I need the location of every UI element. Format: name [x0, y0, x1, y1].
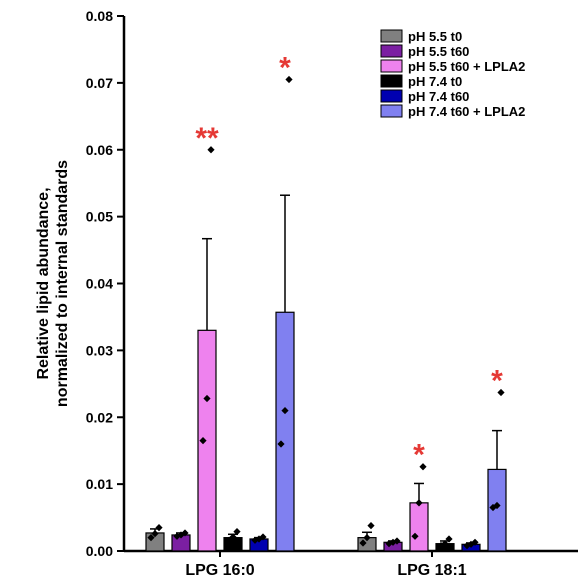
data-point [147, 534, 155, 542]
data-point [359, 539, 367, 547]
data-point [389, 538, 397, 546]
axes [122, 16, 578, 553]
data-point [493, 501, 501, 510]
category-labels: LPG 16:0 LPG 18:1 [185, 551, 467, 579]
legend-label: pH 7.4 t60 [408, 89, 469, 104]
y-axis-title-line: normalized to internal standards [54, 160, 71, 407]
significance-marker: * [279, 52, 291, 85]
legend-label: pH 5.5 t60 + LPLA2 [408, 59, 525, 74]
bar [487, 468, 507, 552]
data-point [181, 529, 189, 537]
data-point [225, 536, 233, 544]
data-points [147, 75, 505, 550]
data-point [415, 499, 423, 507]
data-point [207, 146, 215, 154]
significance-markers: ***** [195, 52, 503, 472]
y-tick-label: 0.06 [86, 142, 113, 158]
data-point [471, 538, 479, 546]
data-point [277, 440, 285, 448]
data-point [177, 531, 185, 539]
significance-marker: ** [195, 122, 219, 155]
data-point [363, 534, 371, 542]
bar [275, 311, 295, 552]
y-tick-label: 0.07 [86, 75, 113, 91]
y-tick-label: 0.03 [86, 342, 113, 358]
legend-label: pH 7.4 t0 [408, 74, 462, 89]
data-point [285, 75, 293, 84]
y-ticks: 0.00 0.01 0.02 0.03 0.04 0.05 0.06 0.07 0.08 [86, 8, 124, 559]
legend-swatch [380, 59, 403, 73]
legend-label: pH 5.5 t0 [408, 29, 462, 44]
data-point [229, 533, 237, 541]
legend-swatch [380, 89, 403, 103]
y-tick-label: 0.04 [86, 276, 113, 292]
y-tick-label: 0.01 [86, 476, 113, 492]
legend-swatch [380, 104, 403, 118]
legend-swatch [380, 29, 403, 43]
x-category-label: LPG 18:1 [397, 562, 466, 579]
y-axis-title: Relative lipid abundance, normalized to i… [35, 160, 71, 407]
y-axis-title-line: Relative lipid abundance, [35, 187, 52, 379]
data-point [259, 533, 267, 541]
y-tick-label: 0.05 [86, 209, 113, 225]
data-point [367, 521, 375, 530]
data-point [437, 542, 445, 550]
y-tick-label: 0.02 [86, 409, 113, 425]
x-category-label: LPG 16:0 [185, 562, 254, 579]
data-point [419, 463, 427, 471]
data-point [255, 535, 263, 543]
data-point [463, 542, 471, 550]
data-point [233, 528, 241, 536]
bar [409, 502, 429, 552]
data-point [441, 540, 449, 548]
data-point [151, 530, 159, 538]
significance-marker: * [491, 365, 503, 398]
data-point [155, 523, 163, 532]
significance-marker: * [413, 439, 425, 472]
data-point [497, 388, 505, 397]
legend-swatch [380, 74, 403, 88]
data-point [393, 537, 401, 545]
data-point [281, 406, 289, 415]
data-point [203, 394, 211, 403]
bars [145, 311, 507, 552]
legend-label: pH 5.5 t60 [408, 44, 469, 59]
data-point [199, 437, 207, 445]
data-point [445, 535, 453, 543]
y-tick-label: 0.08 [86, 8, 113, 24]
legend-label: pH 7.4 t60 + LPLA2 [408, 104, 525, 119]
legend-swatch [380, 44, 403, 58]
y-tick-label: 0.00 [86, 543, 113, 559]
data-point [411, 532, 419, 540]
